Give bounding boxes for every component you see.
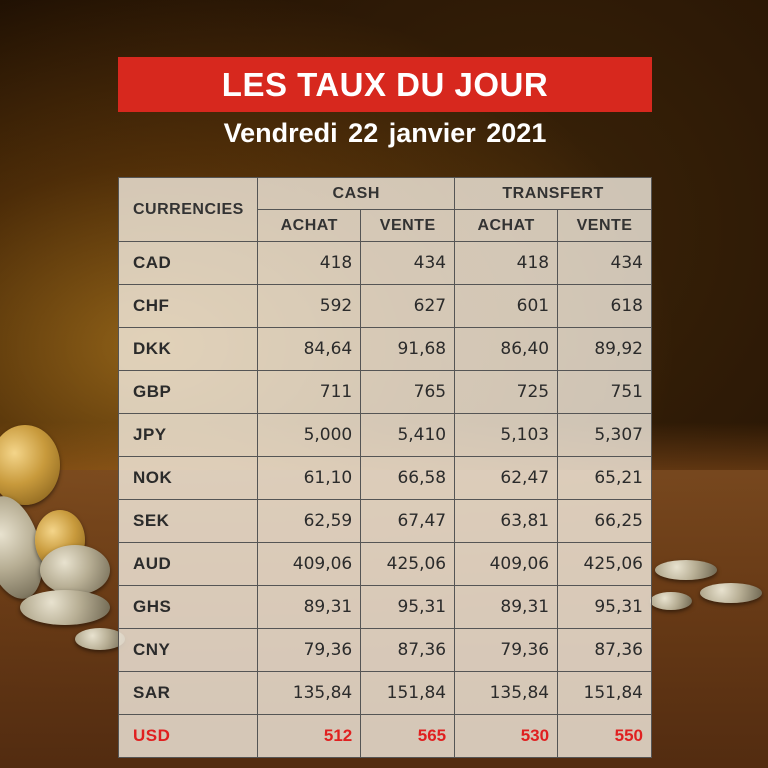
cash-achat-cell: 711 — [257, 370, 362, 414]
date-subtitle: Vendredi 22 janvier 2021 — [223, 118, 547, 148]
cash-achat-cell: 135,84 — [257, 671, 362, 715]
cash-vente-cell: 95,31 — [360, 585, 456, 629]
cash-vente-cell: 87,36 — [360, 628, 456, 672]
coin-image — [655, 560, 717, 580]
cash-vente-cell: 765 — [360, 370, 456, 414]
cash-achat-cell: 5,000 — [257, 413, 362, 457]
cash-achat-cell: 512 — [257, 714, 362, 758]
transfert-achat-cell: 725 — [454, 370, 559, 414]
transfert-vente-cell: 95,31 — [557, 585, 652, 629]
currency-code: GBP — [117, 370, 259, 414]
currency-code: AUD — [117, 542, 259, 586]
transfert-achat-cell: 79,36 — [454, 628, 559, 672]
transfert-vente-cell: 87,36 — [557, 628, 652, 672]
cash-group-header: CASH — [257, 177, 456, 210]
cash-achat-cell: 62,59 — [257, 499, 362, 543]
table-row: GBP 711 765 725 751 — [117, 370, 652, 414]
transfert-vente-cell: 434 — [557, 241, 652, 285]
cash-achat-header: ACHAT — [257, 209, 362, 242]
transfert-vente-header: VENTE — [557, 209, 652, 242]
currency-code: NOK — [117, 456, 259, 500]
cash-vente-cell: 151,84 — [360, 671, 456, 715]
currency-code: CHF — [117, 284, 259, 328]
currency-code: JPY — [117, 413, 259, 457]
transfert-vente-cell: 151,84 — [557, 671, 652, 715]
table-row: SAR 135,84 151,84 135,84 151,84 — [117, 671, 652, 715]
transfert-achat-cell: 409,06 — [454, 542, 559, 586]
transfert-vente-cell: 550 — [557, 714, 652, 758]
cash-achat-cell: 409,06 — [257, 542, 362, 586]
table-subheader-row: ACHAT VENTE ACHAT VENTE — [119, 209, 652, 242]
transfert-vente-cell: 66,25 — [557, 499, 652, 543]
table-row-highlighted: USD 512 565 530 550 — [117, 714, 652, 758]
table-row: NOK 61,10 66,58 62,47 65,21 — [117, 456, 652, 500]
cash-vente-cell: 627 — [360, 284, 456, 328]
transfert-vente-cell: 89,92 — [557, 327, 652, 371]
table-row: GHS 89,31 95,31 89,31 95,31 — [117, 585, 652, 629]
transfert-achat-cell: 5,103 — [454, 413, 559, 457]
cash-vente-cell: 67,47 — [360, 499, 456, 543]
cash-vente-cell: 5,410 — [360, 413, 456, 457]
transfert-group-header: TRANSFERT — [454, 177, 652, 210]
cash-achat-cell: 89,31 — [257, 585, 362, 629]
transfert-vente-cell: 65,21 — [557, 456, 652, 500]
cash-achat-cell: 84,64 — [257, 327, 362, 371]
cash-achat-cell: 418 — [257, 241, 362, 285]
currency-code: CNY — [117, 628, 259, 672]
table-row: DKK 84,64 91,68 86,40 89,92 — [117, 327, 652, 371]
cash-vente-cell: 565 — [360, 714, 456, 758]
currency-code: USD — [117, 714, 259, 758]
table-row: CHF 592 627 601 618 — [117, 284, 652, 328]
transfert-achat-cell: 530 — [454, 714, 559, 758]
transfert-achat-cell: 63,81 — [454, 499, 559, 543]
transfert-achat-cell: 62,47 — [454, 456, 559, 500]
currency-code: SAR — [117, 671, 259, 715]
cash-vente-cell: 425,06 — [360, 542, 456, 586]
transfert-achat-cell: 418 — [454, 241, 559, 285]
transfert-achat-cell: 86,40 — [454, 327, 559, 371]
transfert-achat-cell: 89,31 — [454, 585, 559, 629]
cash-vente-cell: 91,68 — [360, 327, 456, 371]
table-header-row: CURRENCIES CASH TRANSFERT — [117, 177, 652, 242]
coin-image — [650, 592, 692, 610]
currency-code: CAD — [117, 241, 259, 285]
currency-code: SEK — [117, 499, 259, 543]
cash-vente-cell: 434 — [360, 241, 456, 285]
transfert-achat-cell: 135,84 — [454, 671, 559, 715]
table-row: AUD 409,06 425,06 409,06 425,06 — [117, 542, 652, 586]
transfert-vente-cell: 751 — [557, 370, 652, 414]
table-row: SEK 62,59 67,47 63,81 66,25 — [117, 499, 652, 543]
table-row: CNY 79,36 87,36 79,36 87,36 — [117, 628, 652, 672]
transfert-achat-header: ACHAT — [454, 209, 559, 242]
coin-image — [40, 545, 110, 595]
transfert-vente-cell: 5,307 — [557, 413, 652, 457]
exchange-rates-table: CURRENCIES CASH TRANSFERT ACHAT VENTE AC… — [117, 177, 652, 758]
transfert-achat-cell: 601 — [454, 284, 559, 328]
coin-image — [0, 425, 60, 505]
coin-image — [20, 590, 110, 625]
page-title: LES TAUX DU JOUR — [221, 65, 549, 103]
cash-achat-cell: 79,36 — [257, 628, 362, 672]
title-banner: LES TAUX DU JOUR — [118, 57, 652, 112]
cash-achat-cell: 61,10 — [257, 456, 362, 500]
transfert-vente-cell: 425,06 — [557, 542, 652, 586]
currency-code: GHS — [117, 585, 259, 629]
table-row: CAD 418 434 418 434 — [117, 241, 652, 285]
coin-image — [75, 628, 125, 650]
transfert-vente-cell: 618 — [557, 284, 652, 328]
currency-code: DKK — [117, 327, 259, 371]
currencies-header: CURRENCIES — [117, 177, 259, 242]
cash-achat-cell: 592 — [257, 284, 362, 328]
table-row: JPY 5,000 5,410 5,103 5,307 — [117, 413, 652, 457]
cash-vente-cell: 66,58 — [360, 456, 456, 500]
cash-vente-header: VENTE — [360, 209, 456, 242]
coin-image — [700, 583, 762, 603]
